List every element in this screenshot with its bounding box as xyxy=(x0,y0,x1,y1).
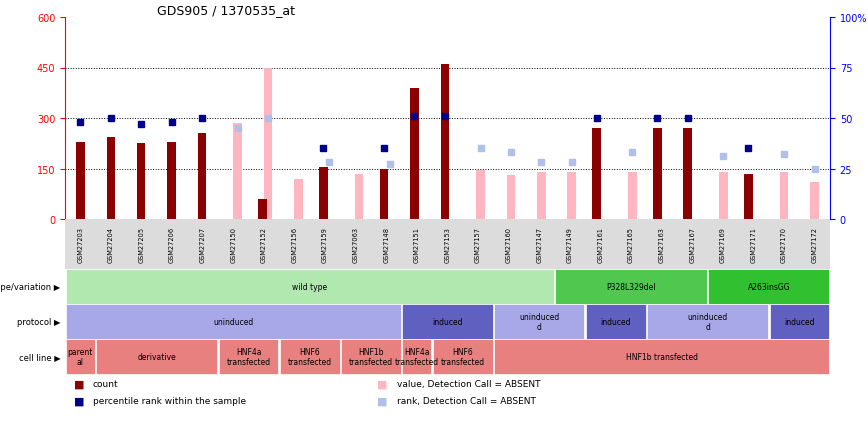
Text: GSM27152: GSM27152 xyxy=(261,227,266,263)
Bar xyxy=(683,129,692,220)
Text: induced: induced xyxy=(432,317,463,326)
Text: ■: ■ xyxy=(378,396,388,406)
Text: GSM27156: GSM27156 xyxy=(292,227,298,263)
Text: GSM27163: GSM27163 xyxy=(659,227,665,262)
Bar xyxy=(319,168,327,220)
Text: ■: ■ xyxy=(378,378,388,388)
Bar xyxy=(810,183,819,220)
Bar xyxy=(168,142,176,220)
Text: GSM27160: GSM27160 xyxy=(506,227,512,263)
Text: GSM27170: GSM27170 xyxy=(781,227,787,263)
Text: uninduced
d: uninduced d xyxy=(519,312,559,332)
Bar xyxy=(441,65,449,220)
Text: HNF4a
transfected: HNF4a transfected xyxy=(227,347,271,366)
Text: uninduced
d: uninduced d xyxy=(687,312,727,332)
Text: ■: ■ xyxy=(74,378,84,388)
Bar xyxy=(264,68,273,220)
Bar xyxy=(744,174,753,220)
Text: HNF4a
transfected: HNF4a transfected xyxy=(395,347,439,366)
Text: cell line ▶: cell line ▶ xyxy=(19,352,61,361)
Bar xyxy=(507,176,516,220)
Bar xyxy=(592,129,601,220)
Text: HNF6
transfected: HNF6 transfected xyxy=(287,347,332,366)
Text: uninduced: uninduced xyxy=(214,317,253,326)
Text: GSM27171: GSM27171 xyxy=(751,227,757,262)
Text: GDS905 / 1370535_at: GDS905 / 1370535_at xyxy=(157,4,295,17)
Text: GSM27206: GSM27206 xyxy=(169,227,175,263)
Text: GSM27153: GSM27153 xyxy=(444,227,450,262)
Bar xyxy=(76,142,85,220)
Text: GSM27165: GSM27165 xyxy=(628,227,635,263)
Text: HNF1b
transfected: HNF1b transfected xyxy=(349,347,393,366)
Text: count: count xyxy=(93,379,118,388)
Text: GSM27203: GSM27203 xyxy=(77,227,83,263)
Text: GSM27151: GSM27151 xyxy=(414,227,420,262)
Text: parent
al: parent al xyxy=(68,347,93,366)
Text: P328L329del: P328L329del xyxy=(607,283,656,291)
Bar xyxy=(477,171,485,220)
Text: GSM27148: GSM27148 xyxy=(384,227,390,263)
Bar xyxy=(198,134,207,220)
Bar xyxy=(259,199,266,220)
Text: GSM27157: GSM27157 xyxy=(475,227,481,263)
Bar xyxy=(780,172,788,220)
Text: GSM27167: GSM27167 xyxy=(689,227,695,263)
Text: GSM27063: GSM27063 xyxy=(352,227,358,263)
Bar xyxy=(294,179,303,220)
Text: value, Detection Call = ABSENT: value, Detection Call = ABSENT xyxy=(397,379,540,388)
Text: GSM27147: GSM27147 xyxy=(536,227,542,263)
Bar xyxy=(720,172,727,220)
Text: genotype/variation ▶: genotype/variation ▶ xyxy=(0,283,61,291)
Text: GSM27207: GSM27207 xyxy=(200,227,206,263)
Text: HNF1b transfected: HNF1b transfected xyxy=(626,352,698,361)
Text: GSM27149: GSM27149 xyxy=(567,227,573,262)
Text: GSM27204: GSM27204 xyxy=(108,227,114,263)
Bar xyxy=(380,169,388,220)
Text: induced: induced xyxy=(784,317,815,326)
Bar xyxy=(653,129,661,220)
Text: GSM27159: GSM27159 xyxy=(322,227,328,262)
Bar xyxy=(233,124,242,220)
Text: wild type: wild type xyxy=(293,283,327,291)
Bar xyxy=(411,89,418,220)
Text: percentile rank within the sample: percentile rank within the sample xyxy=(93,396,246,405)
Text: GSM27161: GSM27161 xyxy=(597,227,603,262)
Bar xyxy=(355,174,364,220)
Text: ■: ■ xyxy=(74,396,84,406)
Bar xyxy=(568,172,575,220)
Bar xyxy=(107,137,115,220)
Text: HNF6
transfected: HNF6 transfected xyxy=(441,347,485,366)
Bar xyxy=(537,172,546,220)
Text: GSM27205: GSM27205 xyxy=(139,227,144,263)
Text: GSM27172: GSM27172 xyxy=(812,227,818,263)
Bar xyxy=(137,144,146,220)
Text: derivative: derivative xyxy=(137,352,176,361)
Text: induced: induced xyxy=(601,317,631,326)
Bar xyxy=(628,172,636,220)
Text: GSM27169: GSM27169 xyxy=(720,227,726,262)
Text: protocol ▶: protocol ▶ xyxy=(17,317,61,326)
Text: A263insGG: A263insGG xyxy=(747,283,790,291)
Text: GSM27150: GSM27150 xyxy=(230,227,236,263)
Text: rank, Detection Call = ABSENT: rank, Detection Call = ABSENT xyxy=(397,396,536,405)
